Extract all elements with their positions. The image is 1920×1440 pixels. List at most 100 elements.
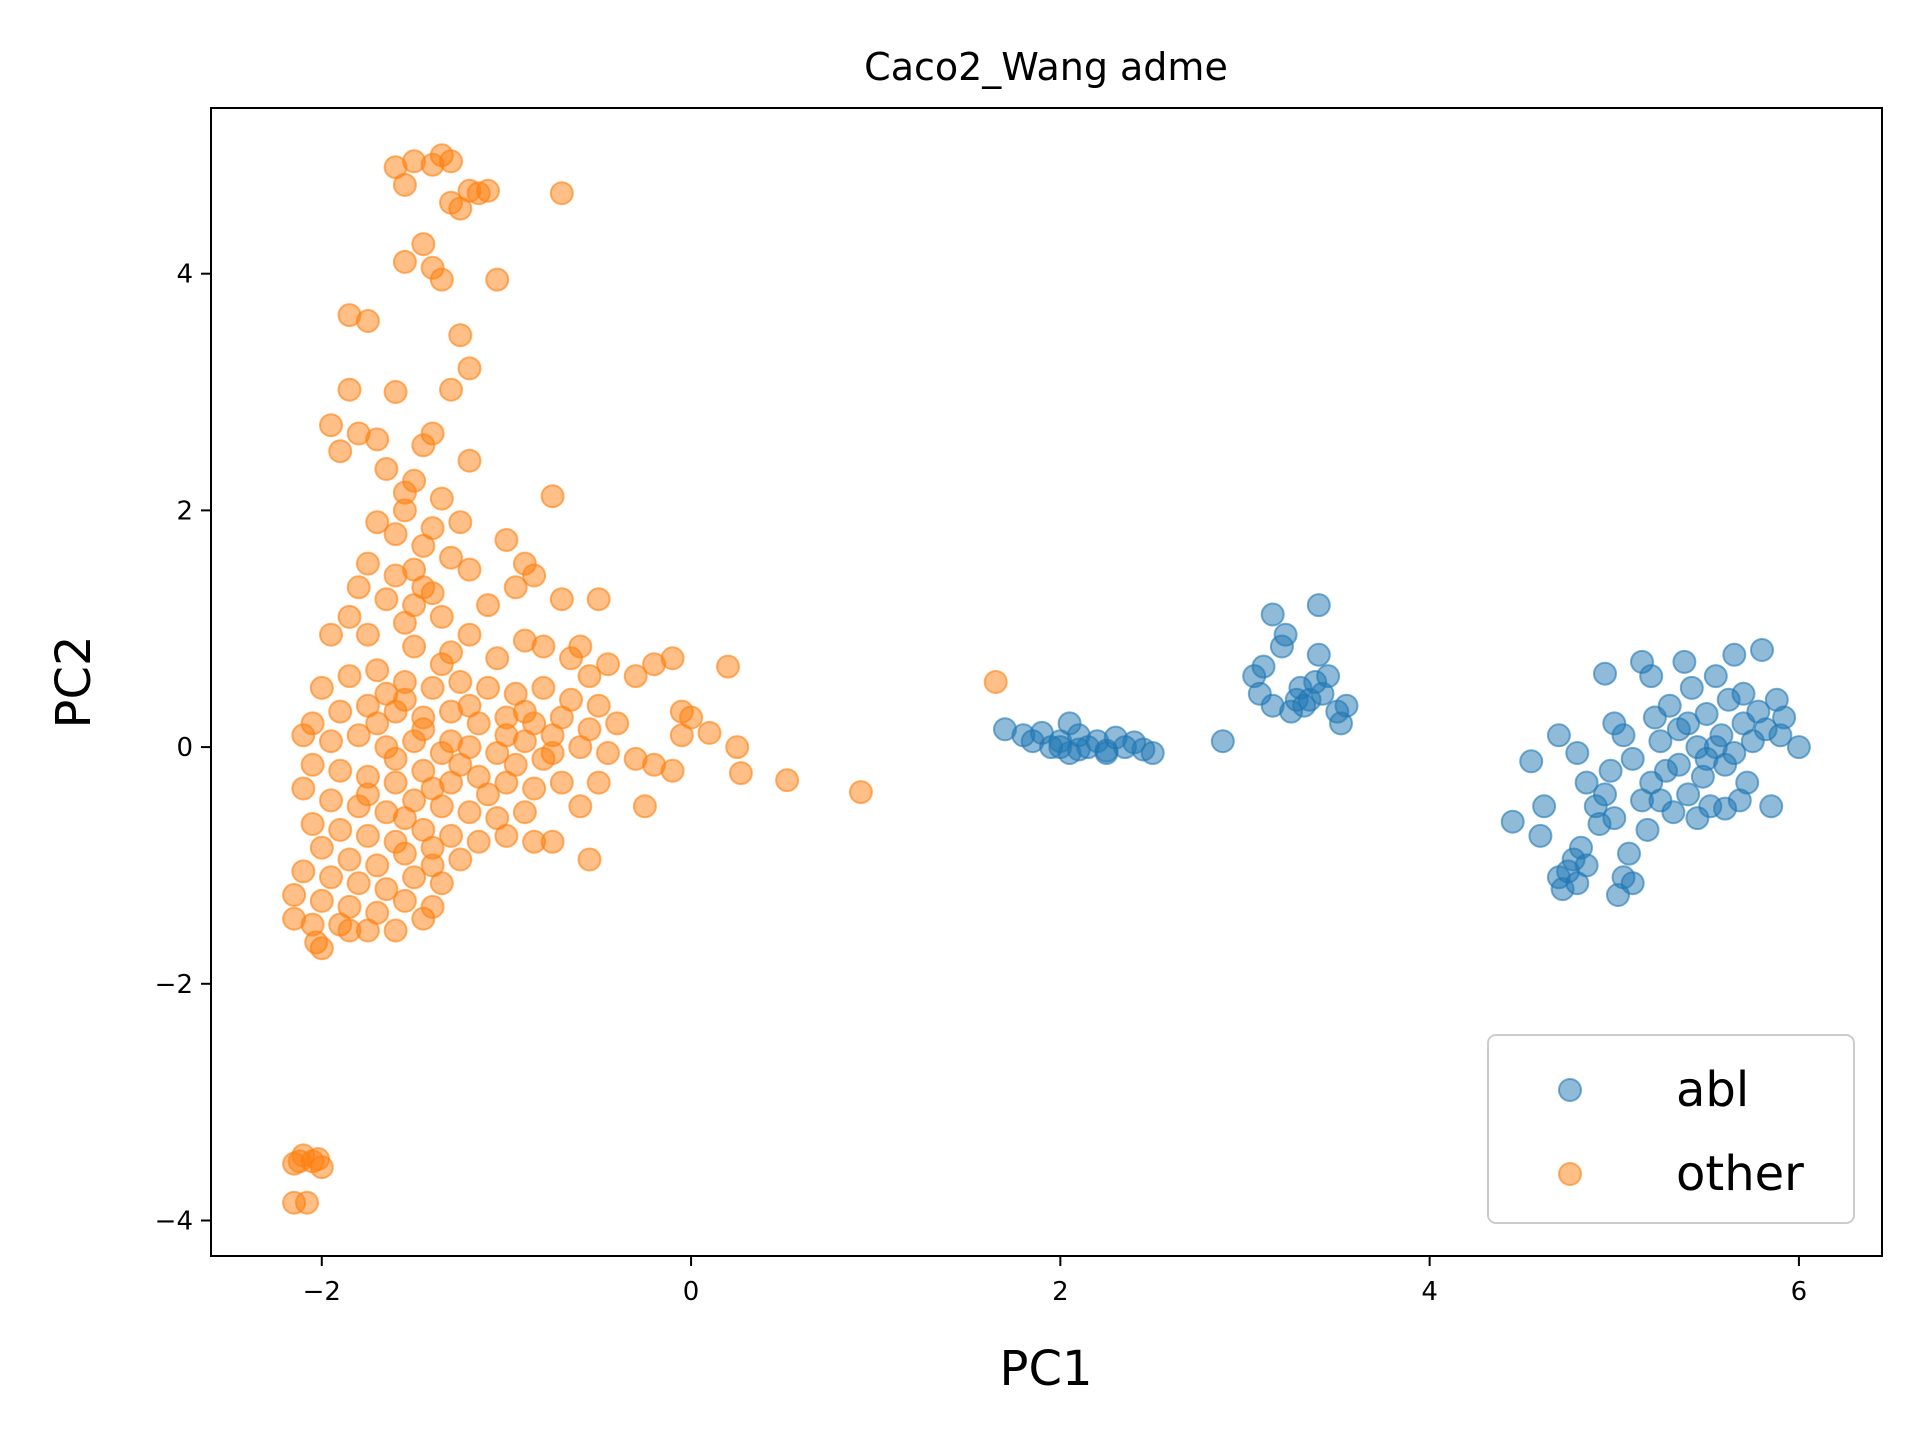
legend-marker-abl xyxy=(1558,1078,1582,1102)
point-abl-67 xyxy=(1620,746,1645,771)
point-other-148 xyxy=(512,800,537,825)
point-other-71 xyxy=(402,634,427,659)
point-other-188 xyxy=(383,746,408,771)
point-abl-82 xyxy=(1694,702,1719,726)
point-abl-38 xyxy=(1334,693,1359,718)
point-abl-52 xyxy=(1574,770,1599,795)
y-tick-label: −2 xyxy=(155,970,193,1000)
point-other-198 xyxy=(512,699,537,724)
point-other-3 xyxy=(295,1190,319,1215)
point-other-193 xyxy=(448,752,473,777)
point-other-106 xyxy=(669,723,694,748)
point-other-7 xyxy=(282,1151,307,1176)
point-abl-99 xyxy=(1772,705,1797,730)
point-other-62 xyxy=(429,604,454,629)
point-other-126 xyxy=(848,780,873,805)
point-other-27 xyxy=(448,323,473,348)
point-abl-56 xyxy=(1598,758,1623,783)
point-other-205 xyxy=(439,729,463,754)
point-other-23 xyxy=(429,267,454,292)
point-abl-62 xyxy=(1546,723,1571,748)
point-abl-19 xyxy=(1048,735,1073,760)
point-other-87 xyxy=(476,675,500,700)
point-abl-78 xyxy=(1676,782,1701,807)
point-other-42 xyxy=(429,486,454,511)
point-abl-33 xyxy=(1306,642,1331,667)
point-other-83 xyxy=(365,658,390,683)
legend-label-other: other xyxy=(1676,1146,1804,1202)
y-tick-label: 4 xyxy=(176,260,193,290)
point-other-74 xyxy=(559,646,583,671)
point-abl-43 xyxy=(1528,823,1553,848)
point-other-162 xyxy=(365,853,390,878)
point-other-196 xyxy=(494,723,519,748)
point-other-39 xyxy=(328,439,353,464)
point-abl-25 xyxy=(1260,602,1285,627)
point-other-128 xyxy=(568,794,593,819)
point-abl-109 xyxy=(1685,806,1710,831)
point-other-140 xyxy=(291,776,316,801)
point-abl-72 xyxy=(1648,729,1673,754)
point-other-161 xyxy=(337,847,362,872)
point-other-127 xyxy=(586,770,611,795)
points-layer xyxy=(282,143,1811,1215)
point-other-201 xyxy=(374,681,399,706)
point-abl-16 xyxy=(1094,741,1119,765)
point-other-207 xyxy=(383,563,408,588)
point-other-64 xyxy=(337,604,362,629)
point-other-38 xyxy=(540,484,565,509)
point-other-165 xyxy=(448,847,473,872)
point-other-176 xyxy=(392,888,417,913)
point-other-55 xyxy=(503,575,528,600)
point-abl-57 xyxy=(1602,806,1627,831)
x-axis-label: PC1 xyxy=(1000,1341,1093,1397)
point-other-139 xyxy=(549,770,574,795)
point-abl-94 xyxy=(1750,638,1774,662)
point-other-18 xyxy=(476,178,500,203)
point-other-69 xyxy=(531,634,556,659)
x-tick-label: 2 xyxy=(1052,1277,1069,1307)
point-abl-88 xyxy=(1722,642,1747,667)
point-other-202 xyxy=(355,782,380,807)
point-abl-105 xyxy=(1676,711,1701,736)
point-other-102 xyxy=(605,711,630,736)
point-abl-108 xyxy=(1648,788,1673,813)
point-other-133 xyxy=(383,770,408,795)
point-other-32 xyxy=(319,413,343,438)
point-other-170 xyxy=(402,865,427,890)
point-abl-35 xyxy=(1316,664,1341,689)
point-other-155 xyxy=(466,829,491,854)
point-other-36 xyxy=(411,433,436,458)
point-other-108 xyxy=(291,723,316,748)
point-other-125 xyxy=(775,768,800,793)
point-abl-20 xyxy=(1210,729,1235,754)
point-other-197 xyxy=(503,752,528,777)
point-other-52 xyxy=(457,557,482,582)
point-other-160 xyxy=(309,835,334,860)
point-abl-100 xyxy=(1786,735,1811,760)
point-other-192 xyxy=(429,652,454,677)
point-abl-44 xyxy=(1532,794,1557,819)
point-other-146 xyxy=(457,800,482,825)
point-abl-41 xyxy=(1500,809,1525,834)
point-other-92 xyxy=(328,699,353,724)
point-other-77 xyxy=(623,664,648,689)
point-other-208 xyxy=(420,516,445,541)
point-other-19 xyxy=(549,181,574,206)
point-other-172 xyxy=(282,883,307,907)
point-other-167 xyxy=(319,865,343,890)
point-abl-79 xyxy=(1679,675,1704,700)
point-other-44 xyxy=(365,510,390,535)
x-tick-label: 6 xyxy=(1791,1277,1808,1307)
point-other-168 xyxy=(346,871,371,896)
point-abl-23 xyxy=(1251,654,1276,679)
point-abl-63 xyxy=(1565,741,1590,765)
point-other-209 xyxy=(392,480,417,505)
point-other-183 xyxy=(411,906,436,931)
point-other-49 xyxy=(439,545,463,570)
x-tick-label: 0 xyxy=(683,1277,700,1307)
point-other-163 xyxy=(392,841,417,866)
point-other-154 xyxy=(439,823,463,848)
point-abl-74 xyxy=(1657,693,1682,718)
